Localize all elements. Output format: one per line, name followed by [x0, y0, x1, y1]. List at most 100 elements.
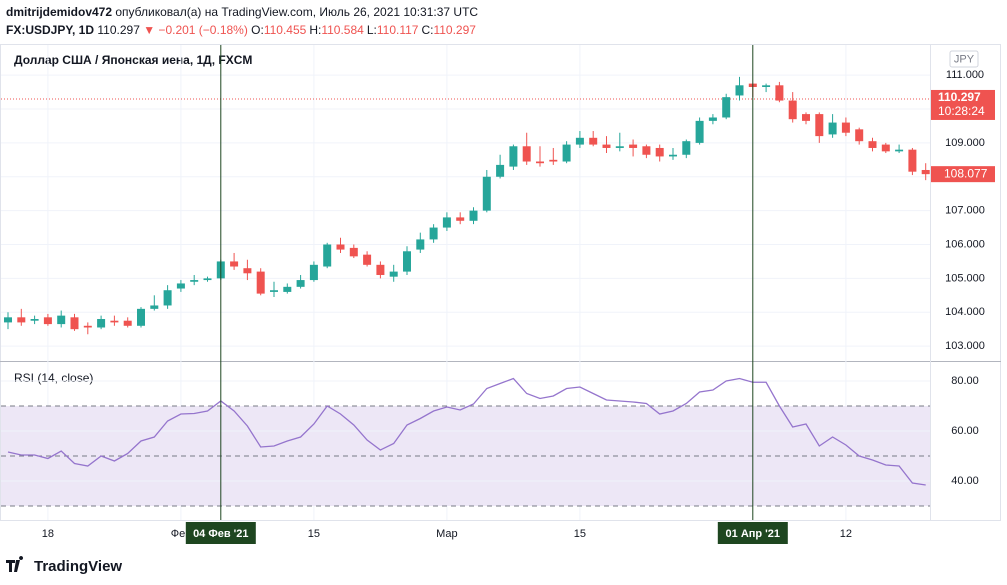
candle-body — [762, 85, 771, 87]
y-tick-label: 60.00 — [951, 425, 979, 437]
price: 110.297 — [97, 23, 140, 37]
header-line: FX:USDJPY, 1D 110.297 ▼ −0.201 (−0.18%) … — [6, 23, 479, 37]
candle-body — [150, 305, 159, 309]
ohlc-value: 110.455 — [263, 23, 307, 37]
crosshair-box — [185, 522, 256, 544]
candle-body — [403, 251, 411, 272]
candle-body — [881, 144, 890, 152]
candle-body — [97, 319, 106, 328]
candle-body — [482, 176, 491, 211]
x-tick-label: 15 — [574, 528, 586, 540]
candle-body — [522, 146, 531, 162]
candle-body — [283, 286, 292, 292]
candle-body — [549, 159, 558, 162]
candle-body — [176, 283, 185, 289]
ohlc-label: H: — [309, 23, 322, 37]
symbol: FX:USDJPY, 1D — [6, 23, 95, 37]
candle-body — [163, 290, 172, 306]
candle-body — [562, 144, 571, 162]
candle-body — [4, 317, 12, 323]
candle-body — [243, 268, 252, 274]
candle-body — [309, 264, 318, 281]
ohlc-value: 110.117 — [376, 23, 419, 37]
ohlc: O:110.455 H:110.584 L:110.117 C:110.297 — [251, 23, 479, 37]
candle-body — [536, 161, 544, 164]
frame — [0, 44, 1001, 521]
candle-body — [110, 320, 119, 323]
candle-body — [349, 247, 358, 257]
candle-body — [442, 217, 451, 228]
candle-body — [655, 147, 664, 157]
candle-body — [70, 317, 79, 330]
x-tick-label: Мар — [436, 528, 458, 540]
candle-body — [336, 244, 345, 250]
candle-body — [828, 122, 837, 135]
close-box — [931, 166, 995, 183]
currency: JPY — [954, 53, 975, 65]
candle-body — [57, 315, 66, 325]
candle-body — [43, 317, 52, 325]
y-tick-label: 105.000 — [945, 272, 985, 284]
chart-title: Доллар США / Японская иена, 1Д, FXCM — [14, 53, 252, 67]
candle-body — [256, 271, 265, 294]
candle-body — [296, 280, 305, 287]
published: опубликовал(а) на TradingView.com, Июль … — [115, 5, 479, 19]
ohlc-label: L: — [366, 23, 377, 37]
x-tick-label: 12 — [840, 528, 852, 540]
ohlc-label: O: — [251, 23, 264, 37]
y-tick-label: 109.000 — [945, 137, 985, 149]
candle-body — [788, 100, 797, 120]
candle-body — [270, 290, 278, 292]
candle-body — [802, 114, 810, 121]
last-price-box — [931, 89, 995, 120]
candle-body — [509, 146, 518, 167]
candle-body — [855, 129, 864, 142]
candle-body — [868, 141, 877, 148]
candle-body — [589, 137, 598, 145]
candle-body — [83, 325, 92, 328]
y-tick-label: 107.000 — [945, 205, 985, 217]
candle-body — [429, 227, 438, 240]
candle-body — [416, 239, 425, 250]
candle-body — [123, 320, 132, 326]
y-tick-label: 40.00 — [951, 475, 979, 487]
crosshair-label: 04 Фев '21 — [193, 528, 248, 540]
y-tick-label: 106.000 — [945, 238, 985, 250]
change: ▼ −0.201 (−0.18%) — [143, 23, 248, 37]
candle-body — [775, 85, 784, 101]
candle-body — [389, 271, 398, 277]
x-tick-label: 15 — [308, 528, 320, 540]
ohlc-value: 110.584 — [321, 23, 364, 37]
header-line: dmitrijdemidov472 опубликовал(а) на Trad… — [6, 5, 478, 19]
rsi-title: RSI (14, close) — [14, 371, 93, 385]
y-tick-label: 80.00 — [951, 375, 979, 387]
candle-body — [695, 120, 704, 143]
ohlc-value: 110.297 — [433, 23, 476, 37]
ohlc-label: C: — [421, 23, 434, 37]
currency-box — [949, 50, 979, 68]
candle-body — [841, 122, 850, 133]
y-tick-label: 111.000 — [946, 69, 984, 81]
candle-body — [17, 317, 26, 323]
close-label: 108.077 — [944, 166, 988, 180]
candle-body — [708, 117, 717, 121]
candle-body — [203, 278, 212, 281]
y-tick-label: 104.000 — [945, 306, 985, 318]
candle-body — [735, 85, 744, 96]
chart: Доллар США / Японская иена, 1Д, FXCM JPY… — [0, 44, 1001, 575]
candle-body — [323, 244, 332, 267]
candle-body — [137, 308, 145, 326]
logo-text: TradingView — [34, 558, 122, 575]
candle-body — [895, 149, 904, 152]
candle-body — [815, 114, 824, 137]
candle-body — [682, 141, 691, 155]
candle-body — [469, 210, 478, 221]
last-price-label: 110.297 — [938, 90, 981, 104]
candle-body — [575, 137, 584, 145]
candle-body — [456, 217, 465, 221]
candle-body — [496, 164, 505, 177]
candle-body — [615, 146, 624, 148]
candle-body — [908, 149, 917, 172]
candle-body — [30, 319, 39, 321]
